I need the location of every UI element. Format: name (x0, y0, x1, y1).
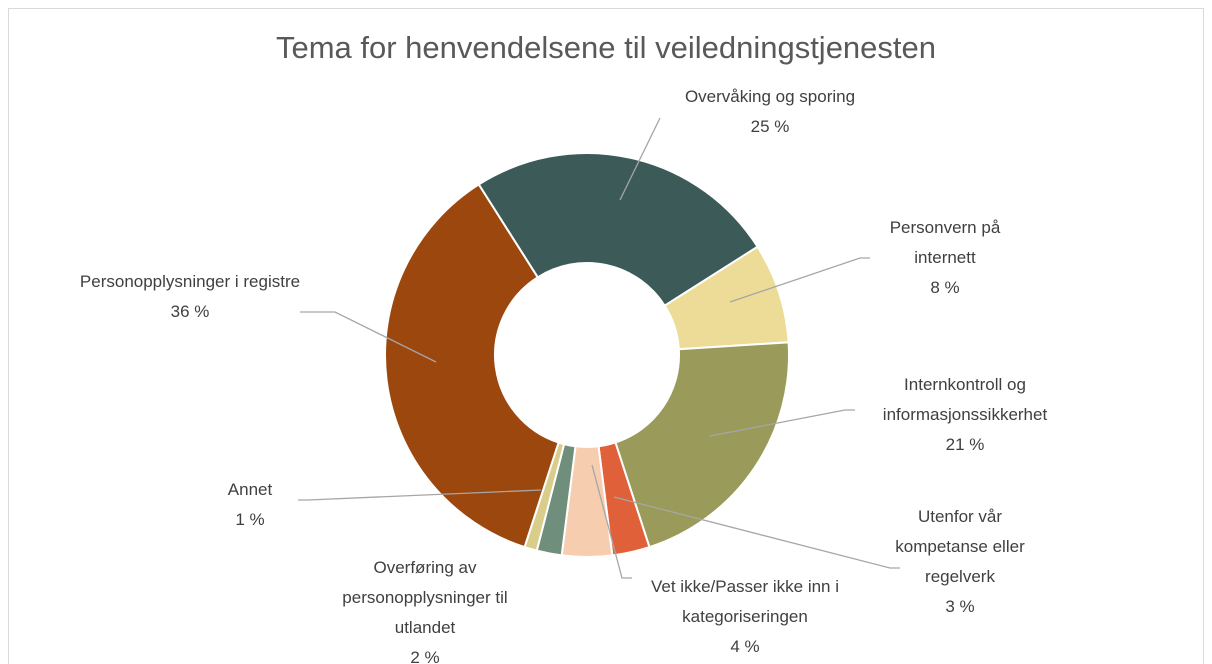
value-label: 1 % (235, 510, 265, 529)
value-label: 36 % (170, 302, 210, 321)
data-label: Internkontroll og informasjonssikkerhet 2… (845, 370, 1085, 460)
data-label: Overføring av personopplysninger til utl… (310, 553, 540, 664)
category-label: Overvåking og sporing (684, 87, 856, 106)
value-label: 8 % (930, 278, 960, 297)
leader-line (619, 117, 661, 201)
data-label: Personopplysninger i registre 36 % (70, 267, 310, 327)
donut-segment (384, 183, 560, 549)
chart-border (8, 8, 1204, 664)
category-label: Vet ikke/Passer ikke inn i kategoriserin… (650, 577, 840, 626)
leader-line (613, 496, 900, 569)
category-label: Overføring av personopplysninger til utl… (342, 558, 508, 637)
category-label: Utenfor vår kompetanse eller regelverk (895, 507, 1025, 586)
leader-line (729, 257, 870, 303)
leader-line (709, 409, 855, 437)
category-label: Personvern på internett (889, 218, 1001, 267)
category-label: Annet (227, 480, 273, 499)
value-label: 25 % (750, 117, 790, 136)
data-label: Vet ikke/Passer ikke inn i kategoriserin… (625, 572, 865, 662)
data-label: Utenfor vår kompetanse eller regelverk 3 … (875, 502, 1045, 622)
data-label: Overvåking og sporing 25 % (640, 82, 900, 142)
value-label: 21 % (945, 435, 985, 454)
leader-line (298, 489, 542, 501)
category-label: Internkontroll og informasjonssikkerhet (882, 375, 1048, 424)
leader-lines (298, 117, 900, 579)
leader-line (300, 311, 437, 363)
leader-line (591, 464, 632, 579)
value-label: 2 % (410, 648, 440, 664)
category-label: Personopplysninger i registre (79, 272, 301, 291)
data-label: Personvern på internett 8 % (865, 213, 1025, 303)
value-label: 3 % (945, 597, 975, 616)
data-label: Annet 1 % (210, 475, 290, 535)
donut-segment (477, 152, 759, 308)
chart-title: Tema for henvendelsene til veiledningstj… (275, 30, 937, 65)
value-label: 4 % (730, 637, 760, 656)
donut-segment (614, 341, 790, 549)
